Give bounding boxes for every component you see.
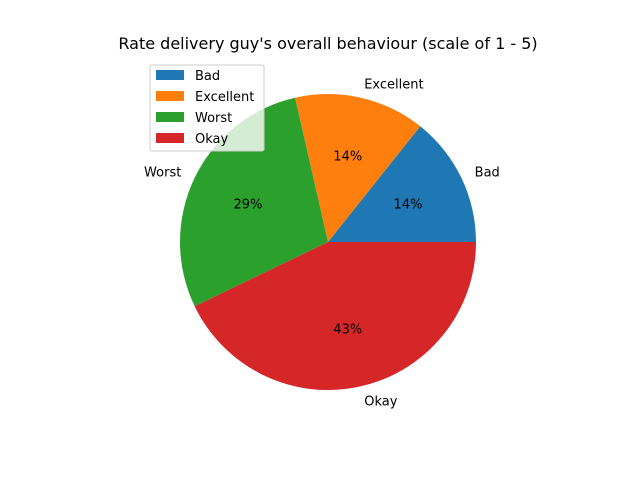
legend-label-okay: Okay: [195, 132, 228, 147]
legend-label-worst: Worst: [195, 111, 232, 126]
percent-label-okay: 43%: [333, 323, 362, 338]
percent-label-bad: 14%: [394, 197, 423, 212]
pie-slice-okay: [194, 242, 476, 391]
chart-title: Rate delivery guy's overall behaviour (s…: [118, 34, 537, 53]
pie-slice-bad: [328, 126, 476, 242]
legend-label-excellent: Excellent: [195, 90, 254, 105]
slice-label-okay: Okay: [364, 395, 397, 410]
percent-label-worst: 29%: [234, 197, 263, 212]
slice-label-excellent: Excellent: [364, 77, 423, 92]
legend-swatch-worst: [156, 112, 184, 122]
pie-slice-excellent: [295, 93, 421, 242]
percent-label-excellent: 14%: [333, 149, 362, 164]
legend: Bad Excellent Worst Okay: [149, 64, 265, 152]
legend-swatch-excellent: [156, 91, 184, 101]
slice-labels: Bad Excellent Worst Okay: [144, 77, 500, 409]
legend-swatch-okay: [156, 133, 184, 143]
legend-label-bad: Bad: [195, 69, 220, 84]
legend-frame: [149, 64, 265, 152]
slice-label-worst: Worst: [144, 165, 181, 180]
legend-swatch-bad: [156, 70, 184, 80]
slice-label-bad: Bad: [475, 165, 500, 180]
percent-labels: 14% 14% 29% 43%: [234, 149, 423, 337]
